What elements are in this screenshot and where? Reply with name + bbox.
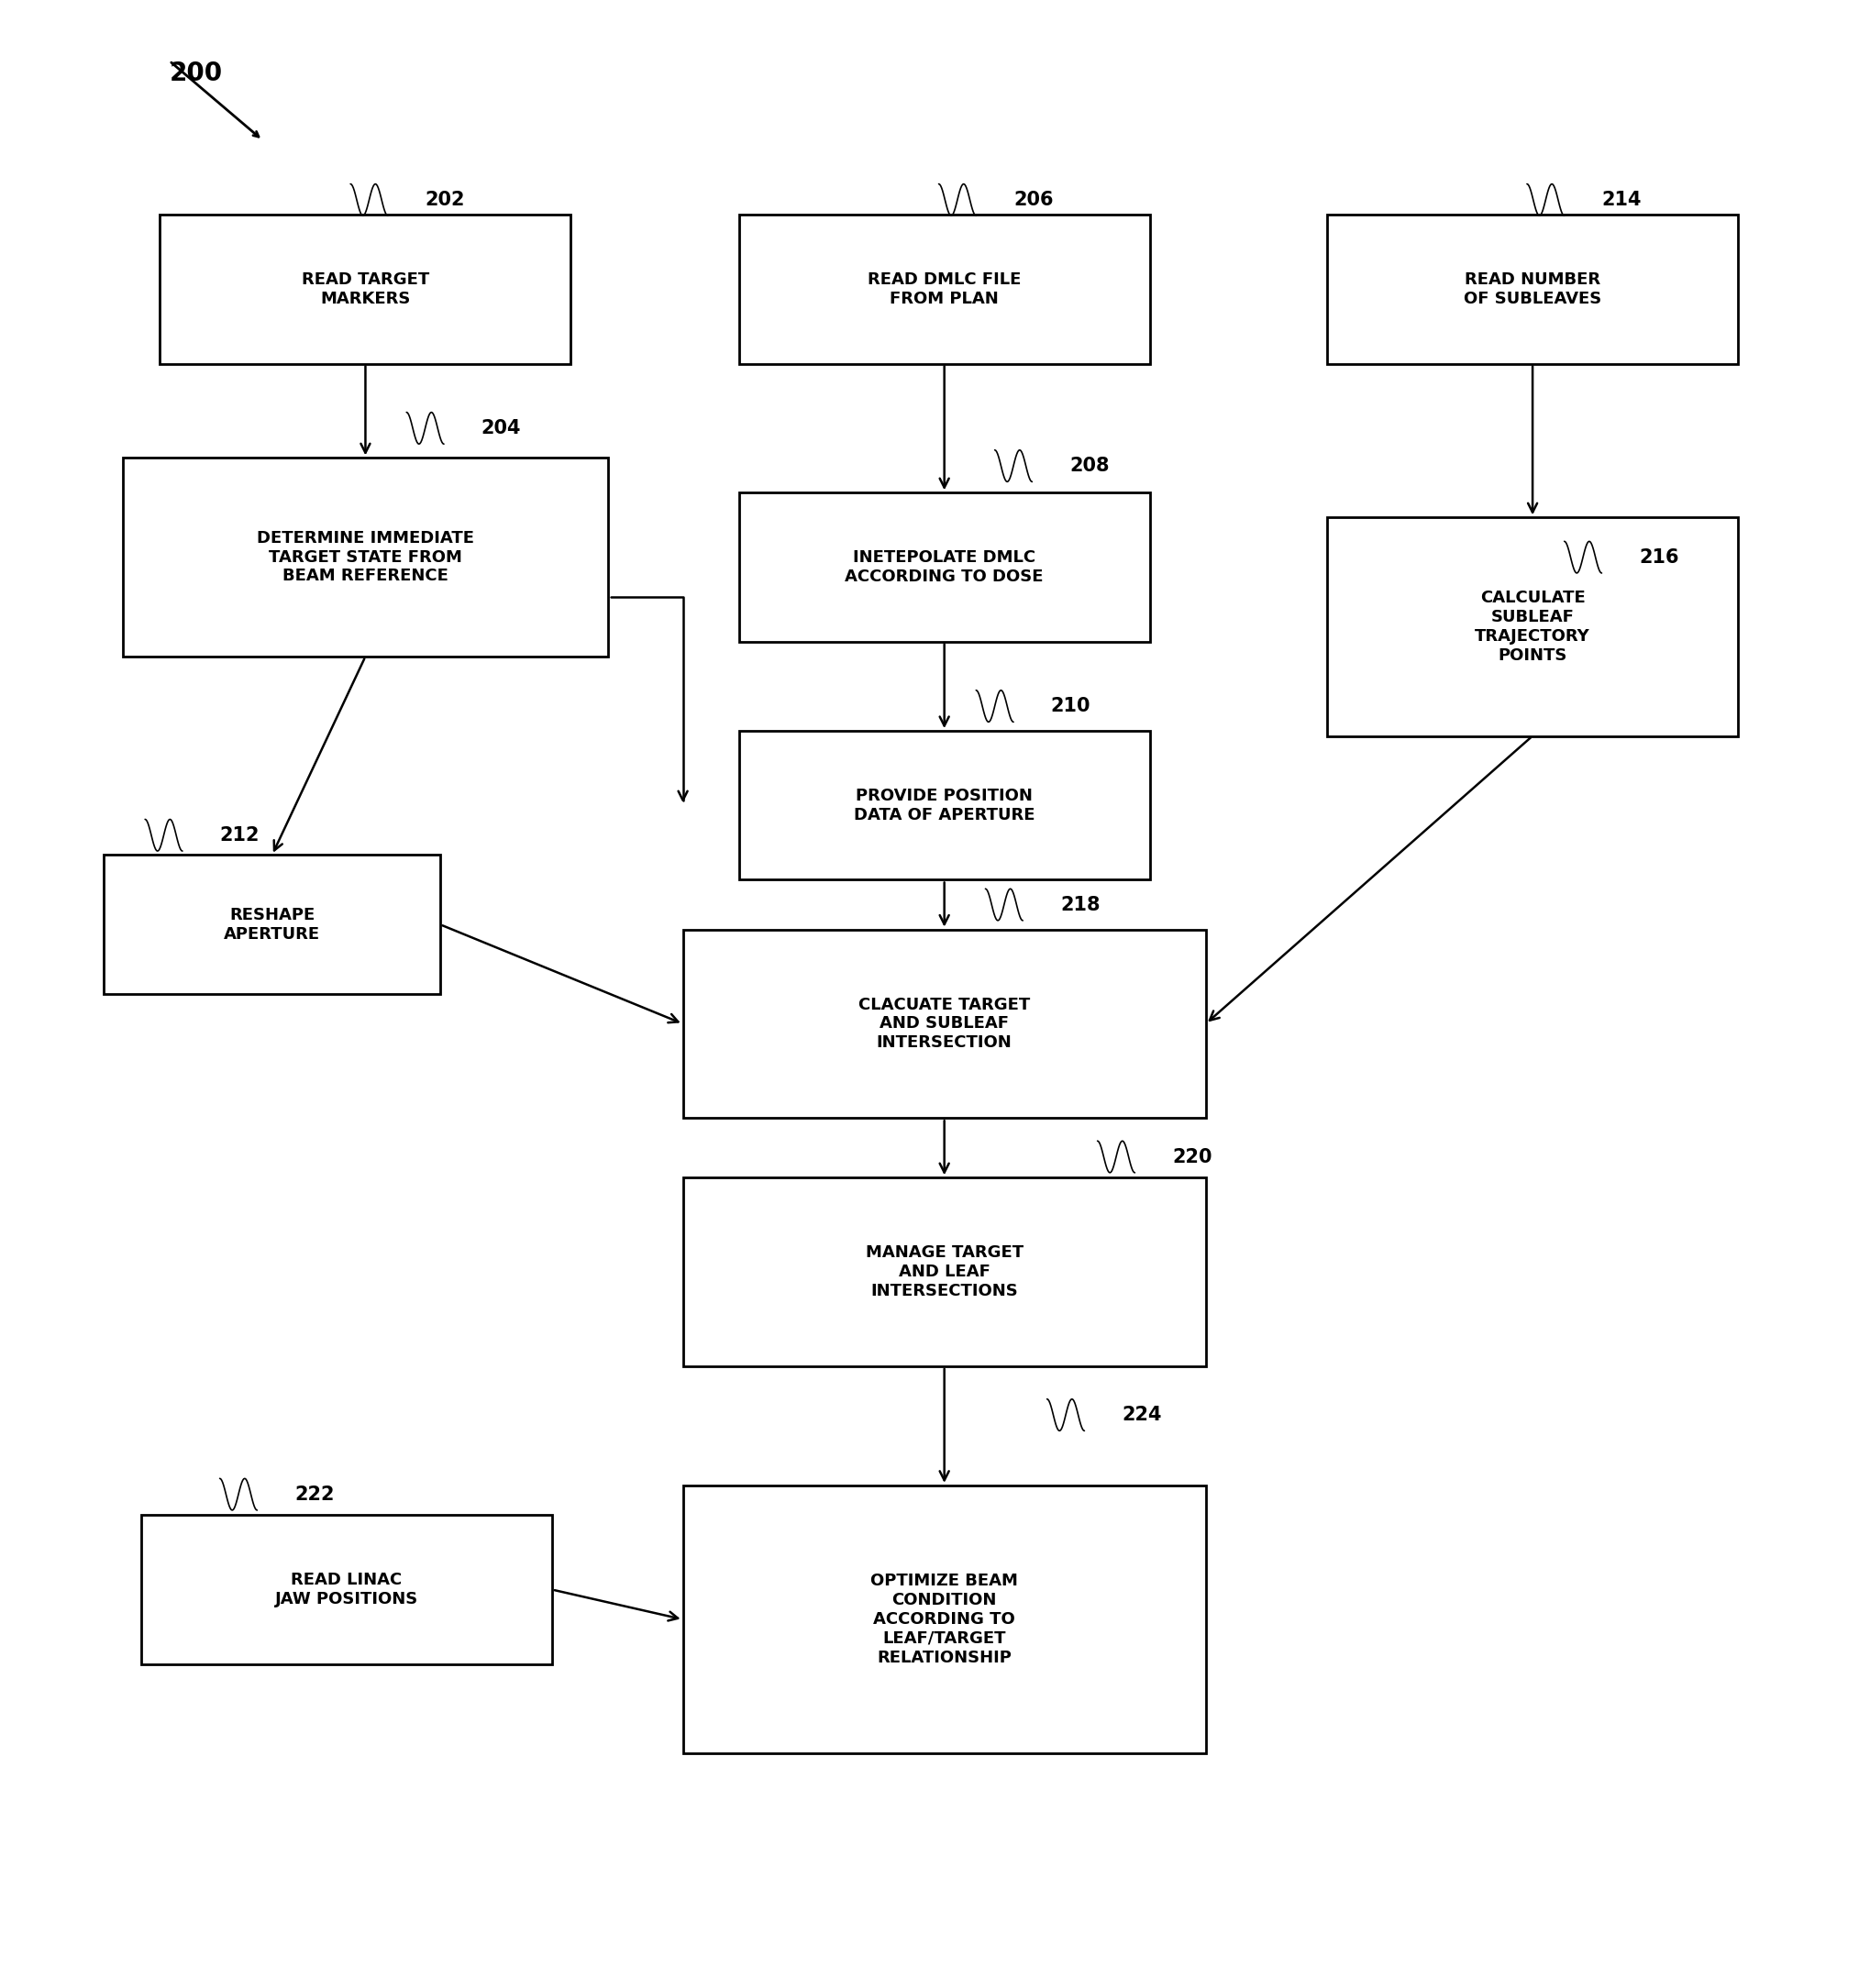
Text: 212: 212 — [221, 825, 260, 845]
FancyBboxPatch shape — [683, 1485, 1206, 1753]
Text: 218: 218 — [1060, 895, 1100, 914]
Text: 216: 216 — [1638, 549, 1679, 567]
Text: READ TARGET
MARKERS: READ TARGET MARKERS — [301, 272, 430, 306]
Text: READ NUMBER
OF SUBLEAVES: READ NUMBER OF SUBLEAVES — [1464, 272, 1601, 306]
FancyBboxPatch shape — [739, 215, 1150, 364]
Text: 206: 206 — [1014, 191, 1053, 209]
Text: DETERMINE IMMEDIATE
TARGET STATE FROM
BEAM REFERENCE: DETERMINE IMMEDIATE TARGET STATE FROM BE… — [256, 531, 475, 584]
Text: INETEPOLATE DMLC
ACCORDING TO DOSE: INETEPOLATE DMLC ACCORDING TO DOSE — [845, 549, 1043, 584]
FancyBboxPatch shape — [683, 930, 1206, 1117]
Text: 214: 214 — [1603, 191, 1642, 209]
Text: 220: 220 — [1172, 1147, 1212, 1167]
Text: MANAGE TARGET
AND LEAF
INTERSECTIONS: MANAGE TARGET AND LEAF INTERSECTIONS — [866, 1244, 1023, 1300]
Text: PROVIDE POSITION
DATA OF APERTURE: PROVIDE POSITION DATA OF APERTURE — [855, 787, 1034, 823]
Text: 200: 200 — [170, 62, 223, 87]
Text: 204: 204 — [481, 419, 522, 437]
Text: CALCULATE
SUBLEAF
TRAJECTORY
POINTS: CALCULATE SUBLEAF TRAJECTORY POINTS — [1475, 590, 1589, 664]
Text: RESHAPE
APERTURE: RESHAPE APERTURE — [224, 907, 320, 942]
Text: 208: 208 — [1070, 457, 1109, 475]
Text: READ DMLC FILE
FROM PLAN: READ DMLC FILE FROM PLAN — [868, 272, 1021, 306]
Text: 202: 202 — [424, 191, 466, 209]
FancyBboxPatch shape — [105, 855, 439, 994]
FancyBboxPatch shape — [739, 732, 1150, 881]
Text: OPTIMIZE BEAM
CONDITION
ACCORDING TO
LEAF/TARGET
RELATIONSHIP: OPTIMIZE BEAM CONDITION ACCORDING TO LEA… — [871, 1573, 1017, 1666]
FancyBboxPatch shape — [1328, 215, 1737, 364]
FancyBboxPatch shape — [683, 1177, 1206, 1366]
FancyBboxPatch shape — [739, 493, 1150, 642]
FancyBboxPatch shape — [1328, 517, 1737, 736]
Text: 224: 224 — [1122, 1406, 1161, 1423]
Text: READ LINAC
JAW POSITIONS: READ LINAC JAW POSITIONS — [275, 1573, 419, 1608]
Text: 222: 222 — [294, 1485, 335, 1503]
FancyBboxPatch shape — [161, 215, 570, 364]
FancyBboxPatch shape — [142, 1515, 552, 1664]
Text: 210: 210 — [1051, 698, 1090, 716]
FancyBboxPatch shape — [123, 457, 608, 656]
Text: CLACUATE TARGET
AND SUBLEAF
INTERSECTION: CLACUATE TARGET AND SUBLEAF INTERSECTION — [858, 996, 1030, 1052]
